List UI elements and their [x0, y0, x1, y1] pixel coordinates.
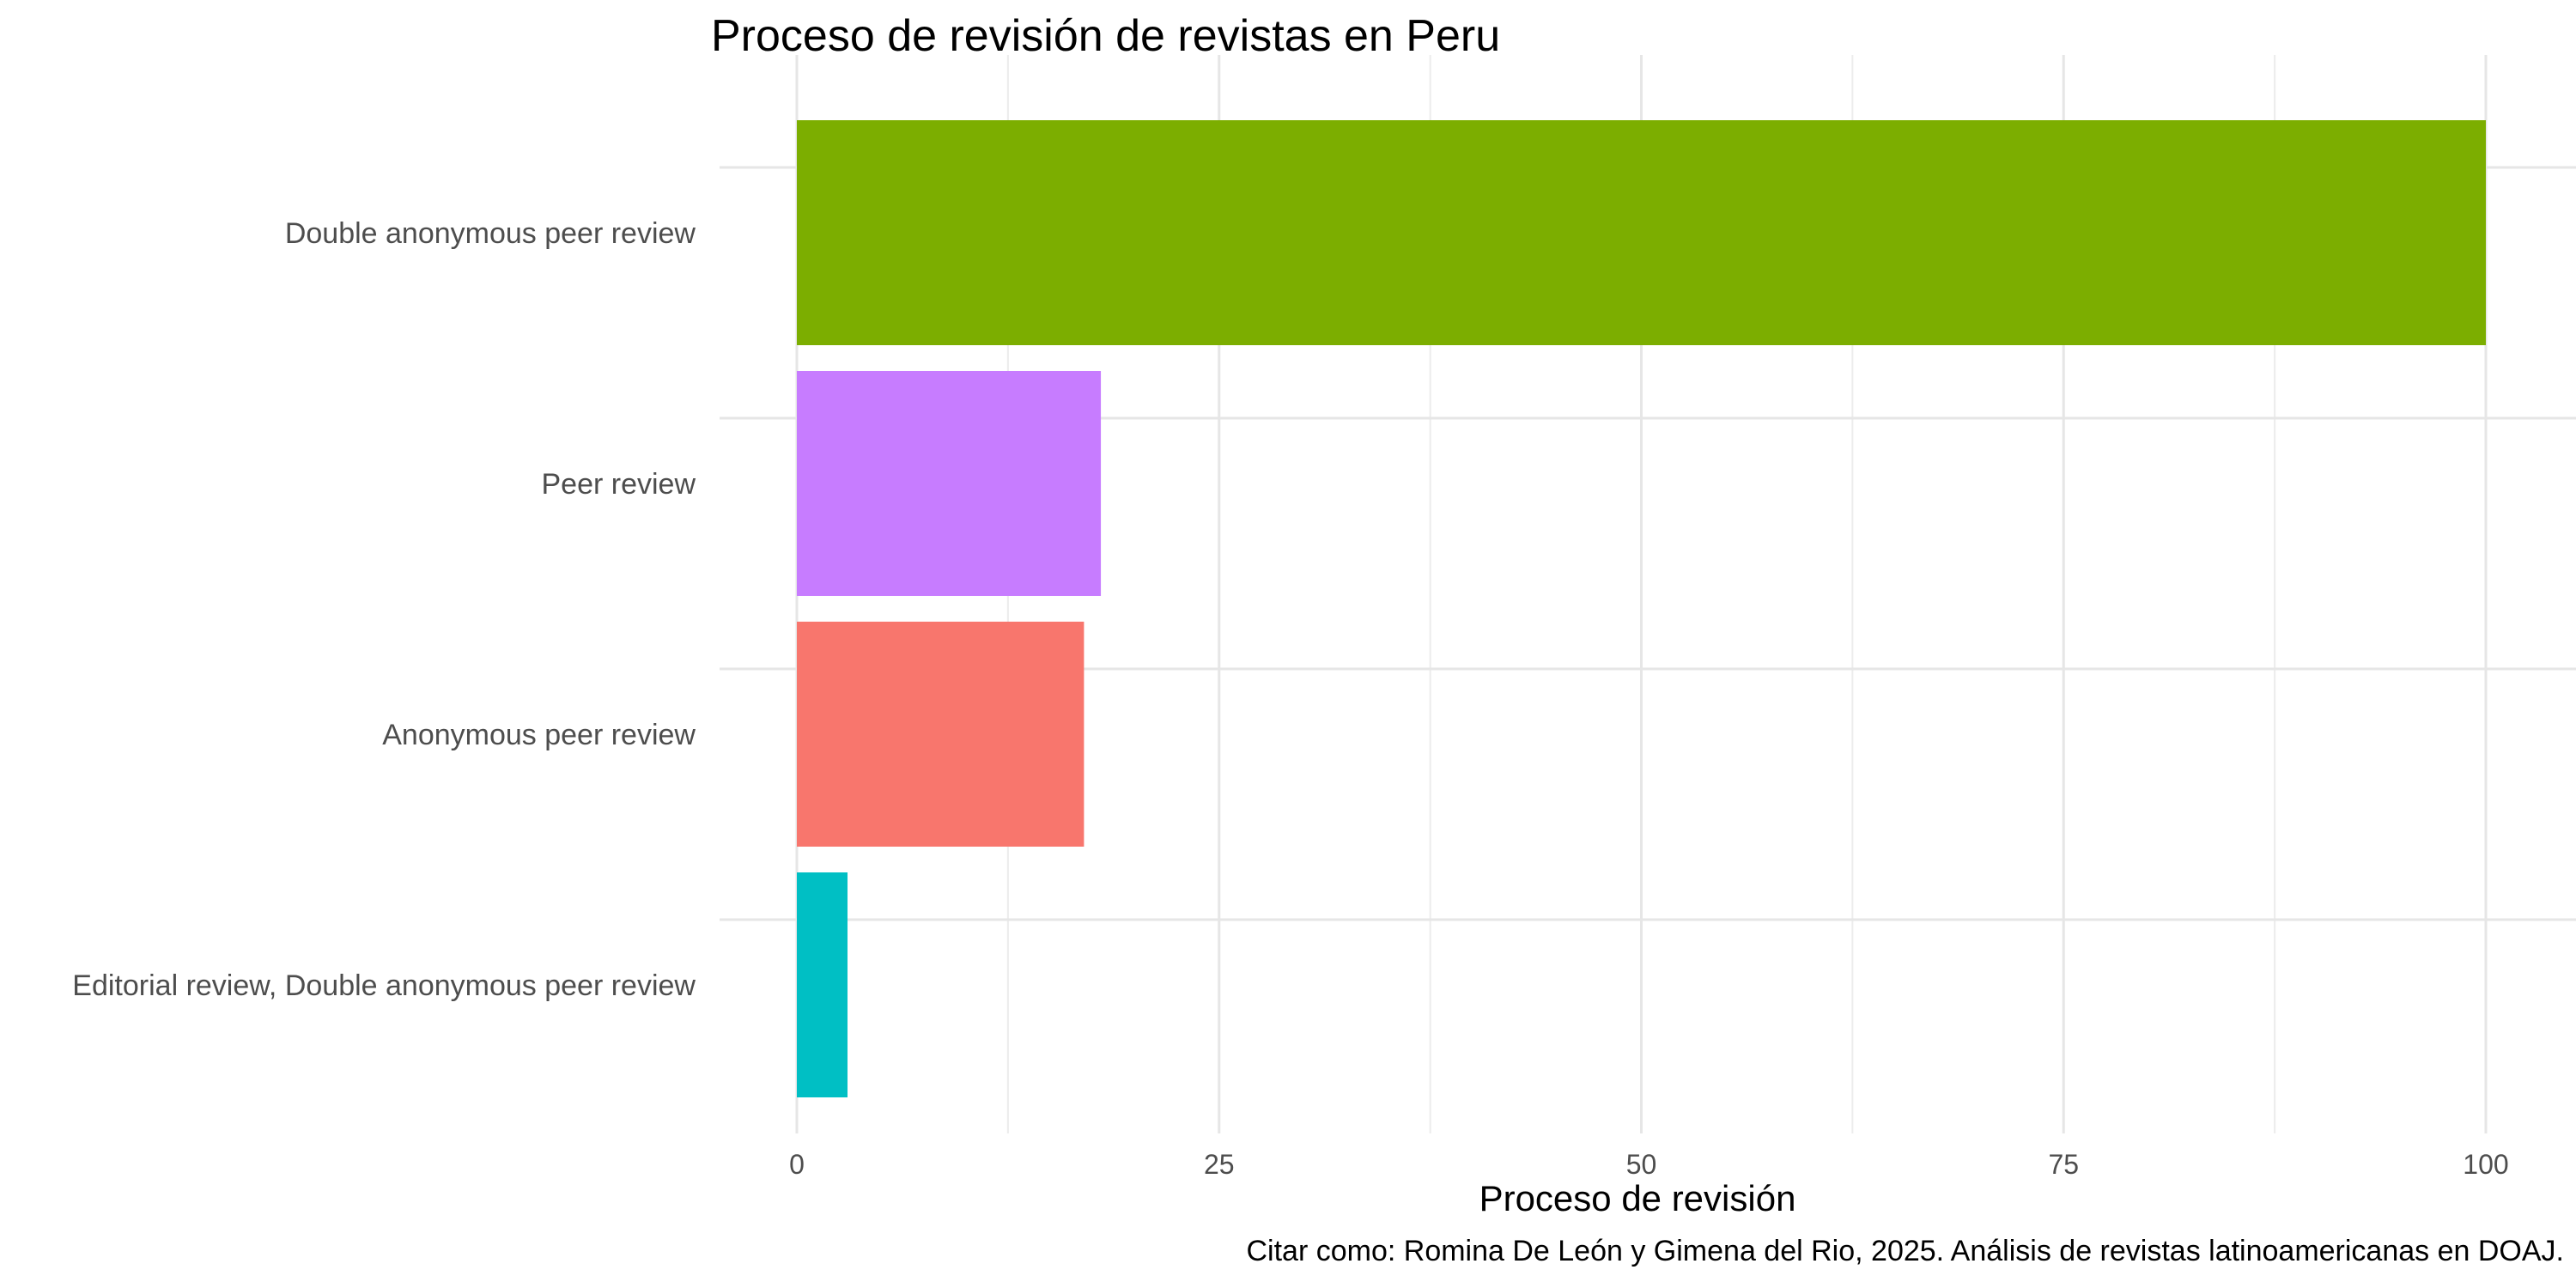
- x-tick-label: 100: [2463, 1149, 2508, 1180]
- x-axis-ticks: 0 25 50 75 100: [789, 1149, 2509, 1180]
- chart-caption: Citar como: Romina De León y Gimena del …: [1246, 1235, 2565, 1267]
- bar-4: [797, 872, 848, 1097]
- bar-3: [797, 622, 1084, 847]
- x-tick-label: 50: [1626, 1149, 1657, 1180]
- y-category-label: Double anonymous peer review: [285, 217, 696, 250]
- y-category-label: Anonymous peer review: [382, 719, 696, 751]
- y-axis-category-labels: Double anonymous peer review Peer review A…: [72, 217, 696, 1002]
- bar-1: [797, 120, 2486, 345]
- y-category-label: Editorial review, Double anonymous peer …: [72, 969, 696, 1002]
- chart-title: Proceso de revisión de revistas en Peru: [711, 11, 1501, 61]
- x-tick-label: 75: [2048, 1149, 2079, 1180]
- x-tick-label: 0: [789, 1149, 805, 1180]
- x-axis-title: Proceso de revisión: [1479, 1178, 1796, 1218]
- bars: [797, 120, 2486, 1097]
- y-category-label: Peer review: [541, 468, 696, 501]
- bar-2: [797, 371, 1102, 596]
- x-tick-label: 25: [1204, 1149, 1235, 1180]
